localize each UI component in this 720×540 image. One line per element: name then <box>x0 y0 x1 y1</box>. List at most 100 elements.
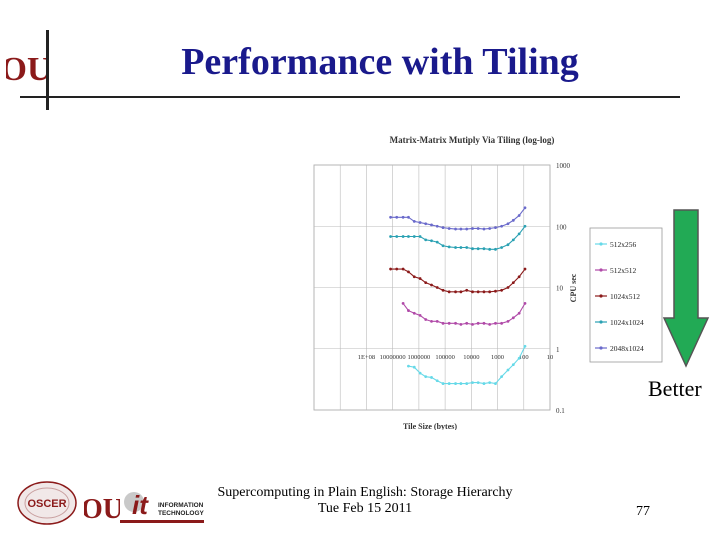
data-point-512x512 <box>506 319 510 323</box>
data-point-1024x512 <box>430 283 433 287</box>
data-point-2048x1024 <box>476 227 480 230</box>
data-point-512x512 <box>435 319 439 323</box>
ou-logo-letters: OU <box>6 51 46 88</box>
data-point-2048x1024 <box>407 215 410 219</box>
y-tick-label: 1000 <box>556 162 571 170</box>
ou-logo: OU <box>6 51 46 88</box>
data-point-512x256 <box>506 368 510 372</box>
legend-entry: 1024x512 <box>610 292 640 301</box>
data-point-1024x512 <box>459 290 463 294</box>
data-point-1024x512 <box>424 281 428 285</box>
data-point-512x256 <box>494 382 497 385</box>
data-point-512x256 <box>407 364 410 368</box>
data-point-1024x1024 <box>506 243 510 247</box>
data-point-1024x1024 <box>476 247 480 251</box>
data-point-512x256 <box>435 379 439 383</box>
data-point-512x256 <box>418 371 422 375</box>
legend-entry: 2048x1024 <box>610 344 644 353</box>
x-tick-label: 100 <box>519 354 529 361</box>
x-tick-label: 10000 <box>463 354 479 361</box>
data-point-1024x512 <box>476 290 480 294</box>
data-point-512x512 <box>447 321 451 325</box>
data-point-512x256 <box>430 376 433 379</box>
data-point-512x512 <box>517 311 521 315</box>
footer-date: Tue Feb 15 2011 <box>317 501 413 516</box>
data-point-512x512 <box>482 321 486 325</box>
data-point-512x256 <box>447 382 451 385</box>
data-point-1024x1024 <box>494 247 497 251</box>
data-point-512x256 <box>465 382 469 385</box>
data-point-512x512 <box>471 322 474 326</box>
data-point-1024x1024 <box>454 246 457 249</box>
data-point-1024x1024 <box>459 246 463 249</box>
data-point-512x512 <box>476 321 480 325</box>
data-point-1024x1024 <box>488 247 492 251</box>
data-point-2048x1024 <box>418 221 422 224</box>
data-point-512x256 <box>523 344 527 348</box>
x-tick-label: 10000000 <box>380 354 406 361</box>
x-tick-label: 1000000 <box>408 354 431 361</box>
data-point-512x512 <box>401 302 405 305</box>
data-point-512x512 <box>430 319 433 323</box>
data-point-1024x512 <box>389 267 392 271</box>
data-point-1024x512 <box>517 275 521 279</box>
data-point-1024x1024 <box>401 235 405 238</box>
legend-marker <box>599 242 603 246</box>
data-point-1024x512 <box>454 290 457 294</box>
y-tick-label: 1 <box>556 346 560 354</box>
data-point-1024x1024 <box>500 246 504 249</box>
it-logo: it INFORMATION TECHNOLOGY <box>120 490 205 523</box>
ou-footer-logo: OU <box>84 494 120 525</box>
data-point-1024x1024 <box>471 247 474 251</box>
data-point-1024x512 <box>447 290 451 294</box>
data-point-512x512 <box>454 321 457 325</box>
better-label: Better <box>648 376 702 401</box>
chart-y-axis-label: CPU sec <box>569 273 578 302</box>
data-point-1024x512 <box>506 286 510 289</box>
legend-marker <box>599 320 603 324</box>
data-point-2048x1024 <box>482 227 486 231</box>
y-tick-label: 10 <box>556 285 564 293</box>
data-point-1024x512 <box>471 290 474 294</box>
data-point-1024x1024 <box>412 235 416 238</box>
data-point-2048x1024 <box>500 224 504 228</box>
data-point-1024x512 <box>441 288 445 292</box>
data-point-512x512 <box>418 314 422 317</box>
y-tick-label: 0.1 <box>556 407 565 415</box>
oscer-logo: OSCER <box>17 481 77 525</box>
footer-text: Supercomputing in Plain English: Storage… <box>210 485 520 517</box>
y-tick-label: 100 <box>556 223 567 231</box>
data-point-512x256 <box>424 375 428 379</box>
chart-x-axis-label: Tile Size (bytes) <box>403 422 457 430</box>
data-point-1024x512 <box>523 267 527 271</box>
better-arrow <box>662 209 710 368</box>
x-tick-label: 1E+08 <box>358 354 375 361</box>
data-point-1024x512 <box>511 281 515 285</box>
data-point-2048x1024 <box>389 215 392 219</box>
data-point-512x512 <box>412 311 416 315</box>
data-point-512x256 <box>412 365 416 369</box>
legend-marker <box>599 268 603 272</box>
data-point-1024x1024 <box>430 239 433 243</box>
data-point-1024x512 <box>482 290 486 294</box>
data-point-1024x1024 <box>424 238 428 242</box>
data-point-512x512 <box>441 321 445 325</box>
data-point-1024x512 <box>395 267 399 271</box>
data-point-1024x512 <box>401 267 405 271</box>
data-point-1024x512 <box>494 289 497 293</box>
data-point-2048x1024 <box>488 227 492 230</box>
data-point-512x512 <box>523 302 527 305</box>
x-tick-label: 100000 <box>435 354 455 361</box>
data-point-1024x1024 <box>517 232 521 236</box>
data-point-512x512 <box>407 309 410 312</box>
title-vertical-rule <box>46 30 49 110</box>
data-point-1024x512 <box>418 277 422 280</box>
data-point-512x512 <box>459 322 463 326</box>
data-point-1024x1024 <box>395 235 399 238</box>
data-point-2048x1024 <box>506 222 510 226</box>
down-arrow-icon <box>662 209 710 368</box>
legend-entry: 512x512 <box>610 266 637 275</box>
data-point-1024x1024 <box>441 244 445 248</box>
data-point-512x512 <box>500 321 504 325</box>
data-point-512x512 <box>511 316 515 320</box>
